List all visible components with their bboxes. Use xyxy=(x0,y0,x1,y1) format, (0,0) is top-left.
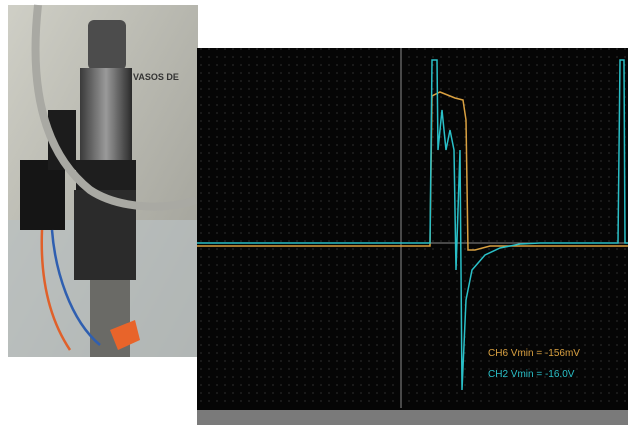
ch6-readout: CH6 Vmin = -156mV xyxy=(488,348,580,359)
connector xyxy=(20,160,65,230)
figure: VASOS DE CH6 Vmin = -156mV CH2 Vmin = -1… xyxy=(0,0,628,425)
injector-body xyxy=(80,68,132,163)
jar-label: VASOS DE xyxy=(133,72,179,82)
screen-bottom-bar xyxy=(197,410,628,425)
page: VASOS DE CH6 Vmin = -156mV CH2 Vmin = -1… xyxy=(0,0,628,425)
injector-photo: VASOS DE xyxy=(8,5,198,357)
ch2-readout: CH2 Vmin = -16.0V xyxy=(488,369,575,380)
injector-top xyxy=(88,20,126,70)
oscilloscope-screen: CH6 Vmin = -156mV CH2 Vmin = -16.0V xyxy=(197,48,628,425)
